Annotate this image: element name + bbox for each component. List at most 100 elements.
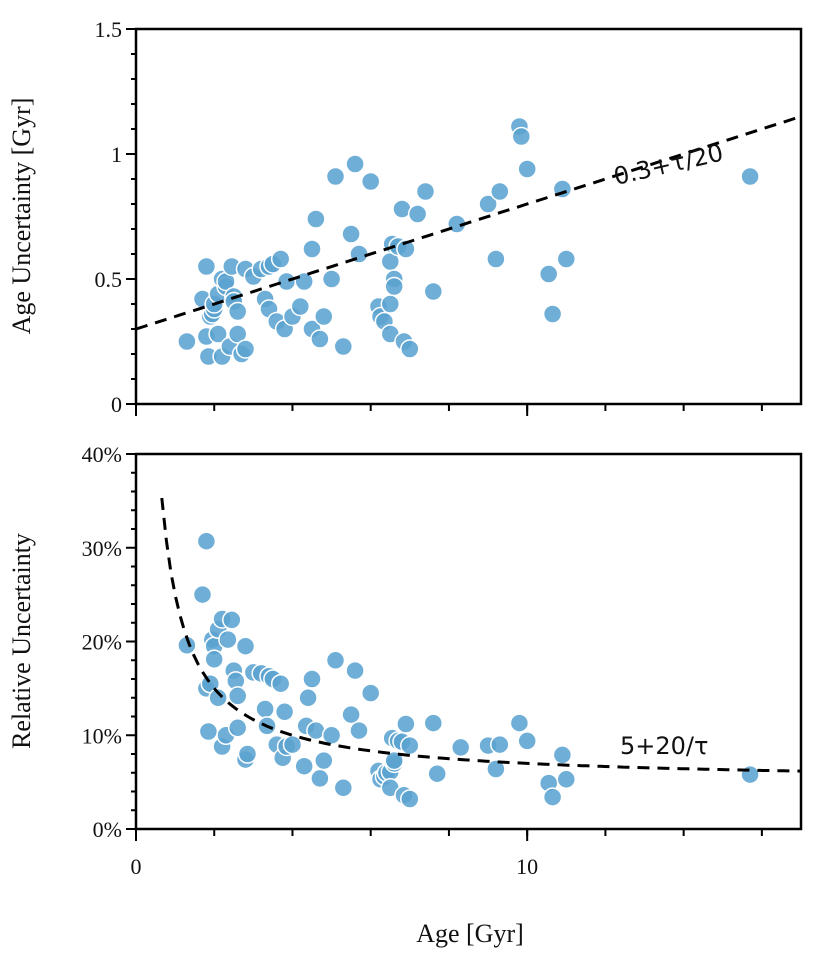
bot-point-44 xyxy=(333,778,354,798)
bot-point-2 xyxy=(196,531,217,551)
top-point-43 xyxy=(325,166,346,187)
top-point-62 xyxy=(400,339,420,359)
top-point-36 xyxy=(294,271,314,292)
bottom-x-ticks xyxy=(135,829,763,841)
top-point-44 xyxy=(333,336,354,357)
bot-point-35 xyxy=(294,756,314,776)
bot-point-47 xyxy=(349,720,369,741)
top-y-axis-label: Age Uncertainty [Gyr] xyxy=(7,98,36,335)
top-point-42 xyxy=(321,269,342,289)
bottom-trend-line xyxy=(160,497,802,773)
top-point-39 xyxy=(306,209,326,229)
bot-point-70 xyxy=(509,713,530,733)
bot-point-46 xyxy=(345,660,365,681)
top-point-52 xyxy=(380,294,401,314)
top-point-68 xyxy=(486,249,506,269)
bot-point-8 xyxy=(204,649,224,670)
bot-point-19 xyxy=(227,718,248,738)
top-point-61 xyxy=(396,239,416,259)
bot-y-tick-label-1: 10% xyxy=(82,723,122,748)
bot-point-32 xyxy=(274,702,295,722)
bot-point-40 xyxy=(310,768,330,789)
top-plot-frame xyxy=(134,27,803,406)
bot-point-62 xyxy=(400,735,420,756)
top-panel: 0 0.5 1 1.5 0.3+τ/20 Age Uncertainty [Gyr] xyxy=(7,17,803,417)
bot-y-tick-label-0: 0% xyxy=(93,817,122,842)
top-point-19 xyxy=(227,301,248,322)
top-point-65 xyxy=(423,281,444,302)
bot-point-9 xyxy=(208,688,228,708)
bot-point-14 xyxy=(218,629,238,650)
bot-point-73 xyxy=(542,787,563,807)
bot-y-tick-label-3: 30% xyxy=(82,536,122,561)
bot-point-38 xyxy=(302,669,322,689)
top-y-tick-label-0: 0 xyxy=(111,392,122,417)
bottom-y-axis-label: Relative Uncertainty xyxy=(7,533,36,749)
top-scatter-points xyxy=(177,116,760,367)
bot-point-63 xyxy=(400,789,420,809)
bot-point-20 xyxy=(235,636,256,656)
bot-point-71 xyxy=(517,731,537,751)
top-point-57 xyxy=(384,276,404,297)
top-point-22 xyxy=(235,339,256,359)
bot-y-tick-label-2: 20% xyxy=(82,630,122,655)
bot-point-42 xyxy=(321,725,342,746)
top-point-77 xyxy=(740,166,760,187)
bot-point-15 xyxy=(222,610,242,630)
top-x-ticks xyxy=(135,404,763,416)
bot-point-41 xyxy=(314,750,334,771)
bot-point-65 xyxy=(427,763,447,784)
top-point-31 xyxy=(270,249,291,269)
bot-point-48 xyxy=(360,683,381,703)
bot-point-45 xyxy=(341,704,361,725)
top-point-20 xyxy=(227,324,248,344)
top-point-71 xyxy=(511,126,532,147)
bot-y-tick-label-4: 40% xyxy=(82,442,122,467)
top-trend-annotation: 0.3+τ/20 xyxy=(611,139,726,191)
bot-point-57 xyxy=(384,750,404,771)
top-point-38 xyxy=(302,239,322,259)
top-point-45 xyxy=(341,224,361,244)
bot-point-1 xyxy=(192,584,213,605)
bot-point-68 xyxy=(486,759,506,779)
top-y-tick-label-2: 1 xyxy=(111,142,122,167)
top-point-76 xyxy=(556,249,577,269)
x-axis-label: Age [Gyr] xyxy=(416,919,524,948)
x-tick-label-0: 0 xyxy=(131,854,142,879)
bottom-trend-annotation: 5+20/τ xyxy=(620,732,708,760)
top-point-73 xyxy=(538,264,559,284)
bot-point-18 xyxy=(227,686,248,706)
top-point-46 xyxy=(345,154,365,174)
top-point-67 xyxy=(478,194,498,214)
bot-point-43 xyxy=(325,650,346,671)
top-point-69 xyxy=(490,181,510,202)
top-point-10 xyxy=(208,324,228,344)
x-tick-label-1: 10 xyxy=(516,854,538,879)
x-tick-labels: 0 10 xyxy=(131,854,539,879)
bot-point-37 xyxy=(298,688,318,708)
top-point-0 xyxy=(177,331,197,352)
bot-point-30 xyxy=(270,673,291,694)
top-point-48 xyxy=(360,171,381,192)
bot-point-74 xyxy=(552,745,573,765)
top-point-35 xyxy=(290,296,311,317)
top-point-41 xyxy=(314,306,334,327)
top-point-64 xyxy=(415,181,436,202)
top-point-40 xyxy=(310,329,330,349)
bot-point-64 xyxy=(423,713,444,733)
top-trend-line xyxy=(135,115,802,331)
top-point-74 xyxy=(542,304,563,324)
bot-point-22 xyxy=(237,744,258,764)
bottom-y-ticks: 0% 10% 20% 30% 40% xyxy=(82,442,136,842)
bot-point-25 xyxy=(255,699,275,719)
top-point-72 xyxy=(517,159,537,179)
top-y-ticks: 0 0.5 1 1.5 xyxy=(95,17,136,417)
bot-point-69 xyxy=(490,734,510,755)
bot-point-34 xyxy=(282,734,303,755)
top-point-2 xyxy=(196,256,217,277)
top-y-tick-label-3: 1.5 xyxy=(95,17,123,42)
top-point-63 xyxy=(407,204,428,224)
bot-point-76 xyxy=(740,764,760,785)
bottom-scatter-points xyxy=(177,531,760,809)
